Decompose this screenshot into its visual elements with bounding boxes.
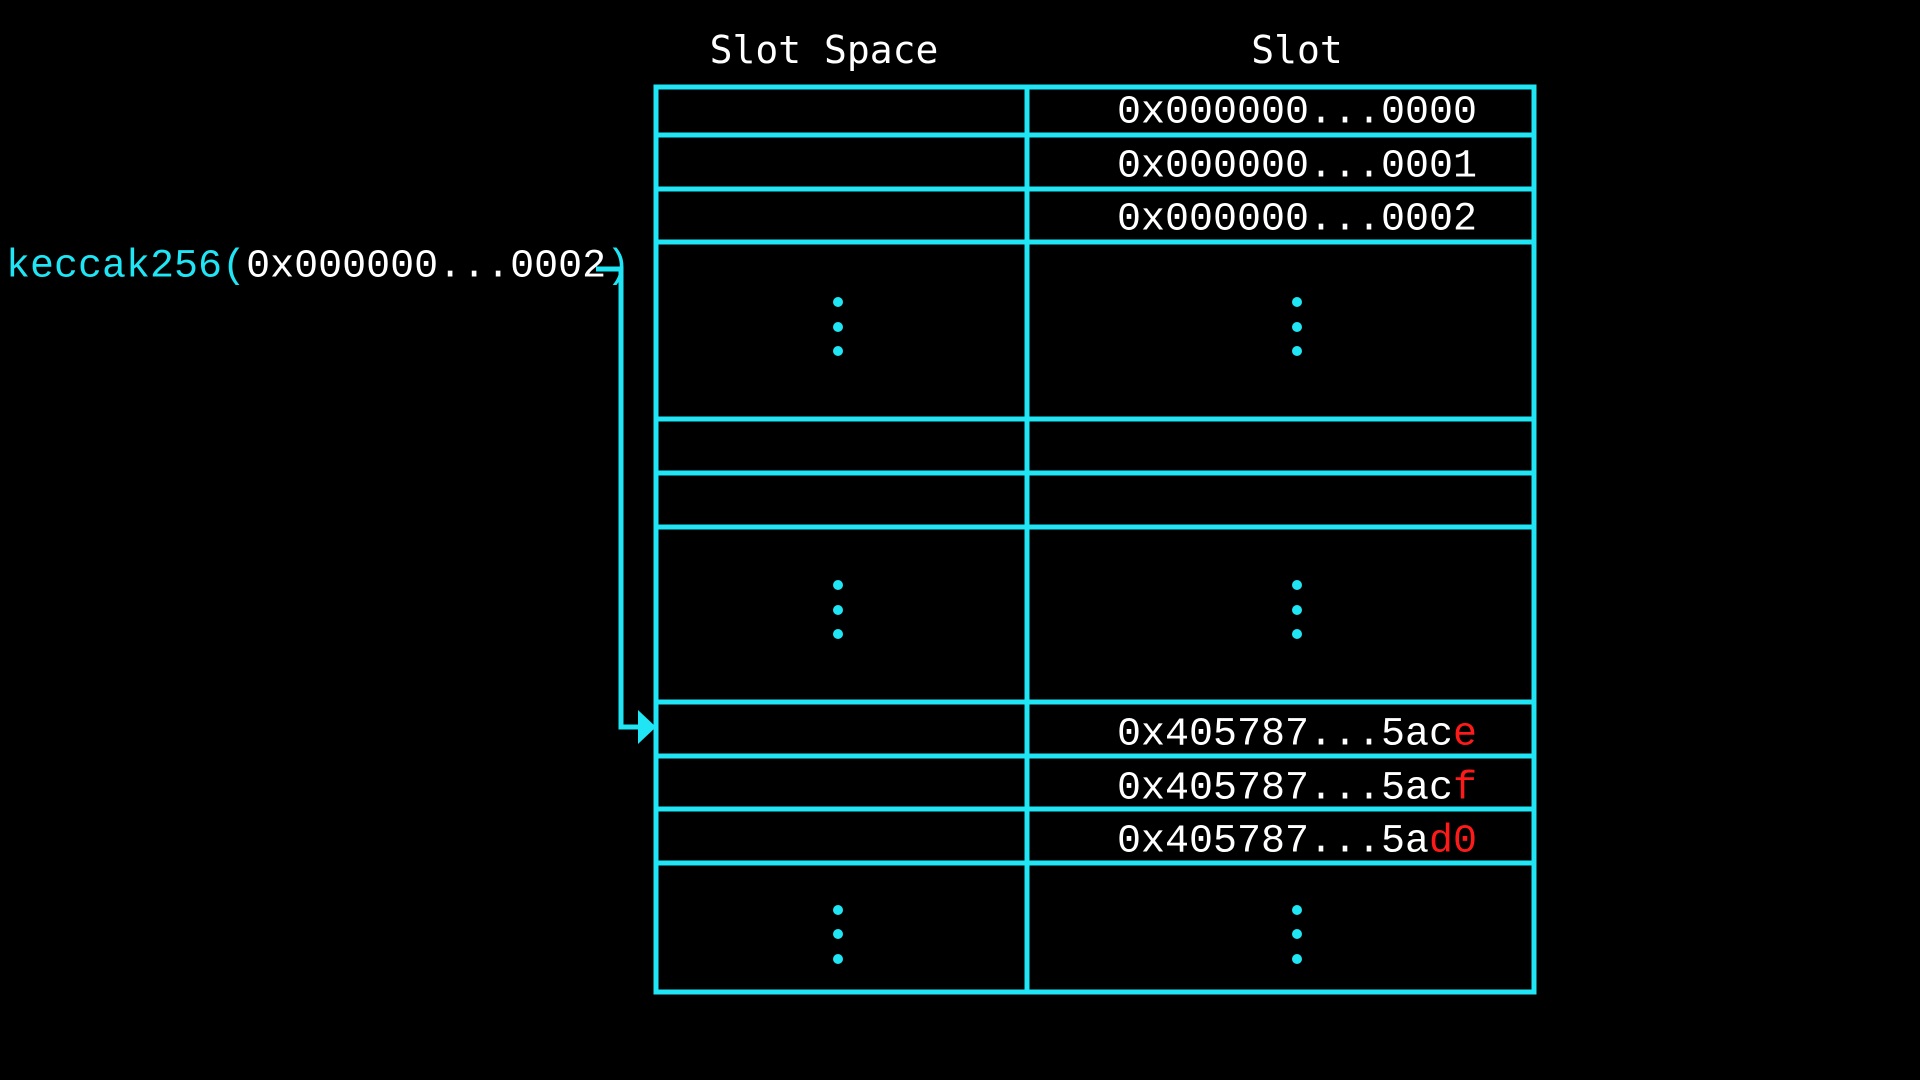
slot-prefix: 0x405787...5a	[1116, 819, 1430, 865]
function-name: keccak256	[6, 244, 223, 290]
arrow-line	[596, 266, 640, 730]
slot-highlight: f	[1453, 766, 1478, 812]
ellipsis-dot	[833, 605, 843, 615]
ellipsis-dot	[833, 322, 843, 332]
ellipsis-dot	[833, 346, 843, 356]
arrow-head-icon	[638, 710, 656, 744]
slot-prefix: 0x405787...5ac	[1116, 712, 1454, 758]
ellipsis-dot	[833, 629, 843, 639]
ellipsis-dot	[1292, 905, 1302, 915]
ellipsis-dot	[1292, 346, 1302, 356]
slot-space-header: Slot Space	[709, 28, 939, 72]
function-argument: 0x000000...0002	[246, 244, 607, 290]
slot-value: 0x000000...0001	[1116, 144, 1478, 190]
slot-highlight: e	[1453, 712, 1478, 758]
ellipsis-dot	[1292, 580, 1302, 590]
open-paren: (	[222, 244, 247, 290]
slot-value: 0x000000...0000	[1116, 90, 1478, 136]
ellipsis-dot	[1292, 954, 1302, 964]
ellipsis-dot	[1292, 297, 1302, 307]
ellipsis-dot	[1292, 322, 1302, 332]
ellipsis-dot	[833, 297, 843, 307]
ellipsis-dot	[1292, 629, 1302, 639]
slot-highlight: d0	[1429, 819, 1478, 865]
ellipsis-dot	[1292, 929, 1302, 939]
ellipsis-dot	[833, 954, 843, 964]
table-border	[653, 84, 1537, 995]
ellipsis-dot	[833, 929, 843, 939]
ellipsis-dot	[833, 905, 843, 915]
slot-value: 0x405787...5ace	[1117, 713, 1477, 758]
ellipsis-dot	[1292, 605, 1302, 615]
keccak-expression: keccak256(0x000000...0002)	[6, 245, 630, 290]
slot-prefix: 0x405787...5ac	[1116, 766, 1454, 812]
slot-value: 0x000000...0002	[1116, 197, 1478, 243]
slot-header: Slot	[1251, 28, 1343, 72]
ellipsis-dot	[833, 580, 843, 590]
slot-value: 0x405787...5ad0	[1117, 820, 1477, 865]
slot-value: 0x405787...5acf	[1117, 767, 1477, 812]
